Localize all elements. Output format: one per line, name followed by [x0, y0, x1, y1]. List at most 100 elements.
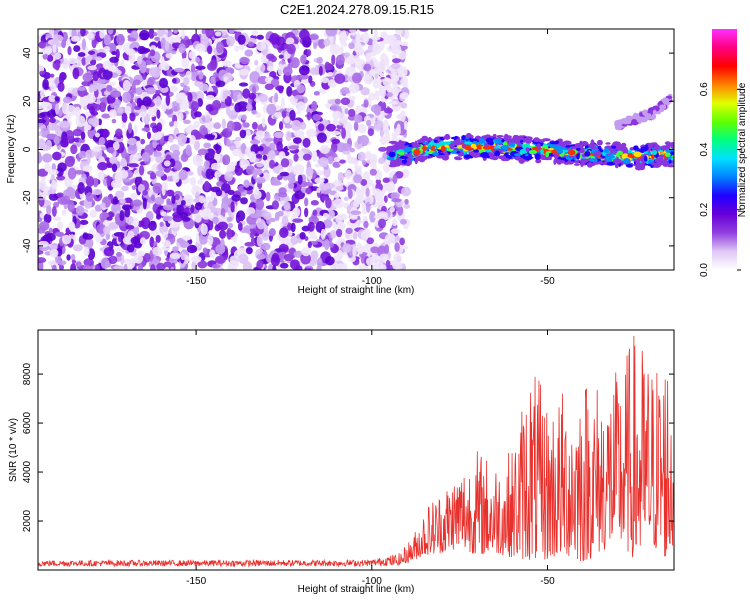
heatmap-cell: [195, 56, 201, 63]
heatmap-cell: [312, 114, 322, 121]
heatmap-cell: [586, 161, 593, 168]
heatmap-cell: [120, 158, 127, 168]
heatmap-cell: [203, 160, 211, 168]
heatmap-cell: [528, 149, 537, 155]
heatmap-cell: [316, 187, 321, 194]
heatmap-cell: [82, 72, 93, 82]
heatmap-cell: [641, 157, 645, 163]
colorbar-tick-label: 0.4: [699, 142, 710, 156]
heatmap-cell: [386, 181, 396, 192]
heatmap-cell: [214, 31, 222, 37]
heatmap-cell: [389, 206, 395, 213]
heatmap-cell: [406, 161, 411, 165]
heatmap-cell: [194, 213, 202, 223]
heatmap-cell: [277, 174, 283, 181]
heatmap-cell: [318, 157, 329, 168]
heatmap-cell: [119, 209, 125, 222]
heatmap-cell: [43, 213, 52, 224]
heatmap-cell: [330, 104, 340, 112]
heatmap-cell: [69, 234, 75, 240]
heatmap-cell: [256, 218, 266, 230]
heatmap-cell: [142, 96, 152, 107]
heatmap-cell: [251, 30, 259, 36]
snr-frame: [37, 329, 675, 571]
heatmap-cell: [82, 95, 90, 106]
heatmap-cell: [372, 37, 378, 49]
heatmap-cell: [286, 85, 293, 97]
heatmap-cell: [75, 115, 86, 128]
heatmap-cell: [261, 229, 270, 241]
heatmap-cell: [61, 39, 67, 49]
heatmap-cell: [297, 150, 304, 158]
heatmap-cell: [299, 29, 310, 41]
heatmap-cell: [281, 110, 287, 119]
heatmap-cell: [139, 111, 147, 118]
heatmap-cell: [298, 156, 304, 161]
heatmap-cell: [204, 196, 215, 202]
heatmap-cell: [150, 66, 161, 78]
heatmap-cell: [174, 193, 180, 201]
spectrogram-x-label: Height of straight line (km): [298, 285, 415, 296]
heatmap-cell: [610, 148, 614, 154]
heatmap-cell: [256, 41, 267, 52]
heatmap-cell: [166, 189, 175, 197]
heatmap-cell: [236, 210, 246, 222]
heatmap-cell: [68, 221, 76, 232]
heatmap-cell: [276, 141, 283, 152]
heatmap-cell: [266, 65, 275, 72]
heatmap-cell: [99, 29, 105, 39]
heatmap-cell: [287, 172, 296, 184]
heatmap-cell: [119, 198, 126, 204]
heatmap-cell: [372, 188, 382, 198]
heatmap-cell: [652, 109, 657, 115]
heatmap-cell: [293, 129, 305, 138]
heatmap-cell: [283, 116, 291, 124]
heatmap-cell: [118, 169, 129, 179]
heatmap-cell: [299, 232, 306, 240]
heatmap-cell: [128, 153, 139, 165]
heatmap-cell: [238, 82, 249, 87]
heatmap-cell: [323, 239, 330, 251]
heatmap-cell: [396, 200, 404, 208]
heatmap-cell: [103, 247, 115, 257]
heatmap-cell: [38, 119, 47, 124]
heatmap-cell: [274, 194, 279, 201]
heatmap-cell: [611, 145, 617, 149]
heatmap-cell: [378, 218, 386, 229]
heatmap-cell: [67, 201, 75, 213]
heatmap-cell: [314, 177, 325, 184]
heatmap-cell: [285, 130, 292, 142]
heatmap-cell: [430, 147, 435, 151]
heatmap-cell: [91, 188, 103, 196]
heatmap-cell: [172, 29, 179, 34]
heatmap-cell: [662, 97, 669, 105]
heatmap-cell: [342, 150, 351, 155]
heatmap-cell: [139, 29, 150, 41]
heatmap-cell: [264, 137, 274, 142]
heatmap-cell: [647, 163, 652, 167]
heatmap-cell: [178, 169, 188, 181]
heatmap-cell: [49, 244, 59, 249]
heatmap-cell: [159, 221, 164, 227]
heatmap-cell: [245, 247, 253, 255]
heatmap-cell: [192, 155, 204, 167]
heatmap-cell: [366, 237, 374, 245]
heatmap-cell: [48, 95, 56, 103]
heatmap-cell: [280, 158, 290, 168]
heatmap-cell: [361, 159, 367, 166]
heatmap-cell: [108, 42, 117, 54]
heatmap-cell: [352, 199, 360, 208]
heatmap-cell: [356, 219, 363, 224]
heatmap-cell: [554, 145, 563, 151]
heatmap-cell: [298, 73, 309, 80]
heatmap-cell: [169, 121, 174, 127]
heatmap-cell: [306, 111, 312, 121]
heatmap-cell: [112, 196, 119, 205]
heatmap-cell: [360, 87, 370, 96]
heatmap-cell: [249, 232, 255, 239]
colorbar-tick-label: 0.2: [699, 202, 710, 216]
heatmap-cell: [109, 56, 119, 63]
heatmap-cell: [507, 140, 515, 144]
heatmap-cell: [643, 155, 648, 162]
